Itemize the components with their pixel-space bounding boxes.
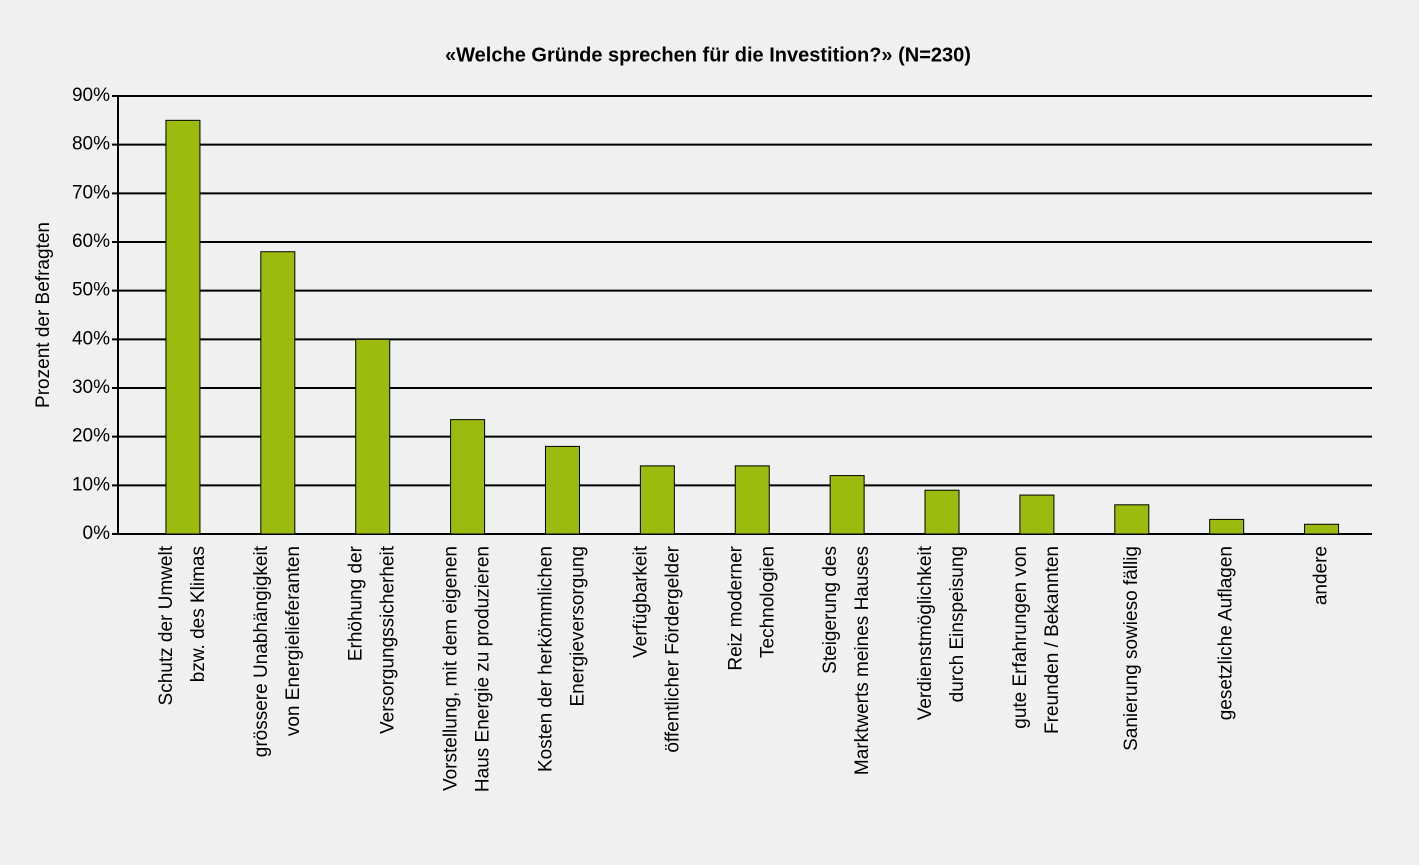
x-tick-label: gesetzliche Auflagen: [1216, 546, 1237, 720]
bar: [1209, 518, 1245, 535]
y-tick-label: 40%: [72, 328, 110, 349]
x-tick-label-line: andere: [1311, 546, 1332, 605]
x-tick-label-line: öffentlicher Fördergelder: [662, 545, 683, 752]
x-tick-label: Reiz moderner Technologien: [725, 545, 778, 670]
y-tick-label: 60%: [72, 231, 110, 252]
bar: [544, 445, 580, 535]
x-tick-label: gute Erfahrungen von Freunden / Bekannten: [1010, 546, 1063, 734]
y-axis-label: Prozent der Befragten: [33, 222, 54, 408]
x-tick-label-line: Haus Energie zu produzieren: [473, 546, 494, 792]
x-tick-label: Sanierung sowieso fällig: [1121, 546, 1142, 751]
y-tick-label: 50%: [72, 280, 110, 301]
bar: [355, 338, 391, 535]
bar: [260, 251, 296, 535]
chart-title: «Welche Gründe sprechen für die Investit…: [445, 44, 971, 66]
x-tick-label-line: gesetzliche Auflagen: [1216, 546, 1237, 720]
bar: [165, 119, 201, 535]
x-tick-label-line: Sanierung sowieso fällig: [1121, 546, 1142, 751]
x-tick-label: Schutz der Umwelt bzw. des Klimas: [156, 545, 209, 705]
x-tick-label-line: Versorgungssicherheit: [378, 545, 399, 734]
x-tick-label-line: Energieversorgung: [567, 546, 588, 707]
x-tick-label-line: bzw. des Klimas: [188, 546, 209, 682]
x-tick-label: Steigerung des Marktwerts meines Hauses: [820, 546, 873, 775]
x-tick-label-line: Kosten der herkömmlichen: [535, 546, 556, 772]
x-tick-label-line: Vorstellung, mit dem eigenen: [441, 546, 462, 791]
y-tick-label: 80%: [72, 134, 110, 155]
x-tick-label-line: durch Einspeisung: [947, 546, 968, 702]
y-tick-label: 90%: [72, 85, 110, 106]
y-tick-label: 70%: [72, 182, 110, 203]
y-tick-label: 20%: [72, 426, 110, 447]
x-tick-label-line: grössere Unabhängigkeit: [251, 545, 272, 757]
x-tick-label-line: gute Erfahrungen von: [1010, 546, 1031, 729]
bar: [1019, 494, 1055, 535]
x-tick-label: Vorstellung, mit dem eigenen Haus Energie…: [441, 546, 494, 792]
bar: [450, 419, 486, 535]
bar: [829, 475, 865, 535]
x-tick-label-line: Erhöhung der: [346, 545, 367, 661]
x-tick-label-line: Steigerung des: [820, 546, 841, 674]
x-tick-label-line: von Energielieferanten: [283, 546, 304, 736]
y-tick-label: 30%: [72, 377, 110, 398]
x-tick-label-line: Verdienstmöglichkeit: [915, 545, 936, 720]
bar: [639, 465, 675, 535]
x-tick-label: Kosten der herkömmlichen Energieversorgun…: [535, 546, 588, 772]
bar: [924, 489, 960, 535]
x-tick-label: Verdienstmöglichkeit durch Einspeisung: [915, 545, 968, 720]
x-tick-label-line: Marktwerts meines Hauses: [852, 546, 873, 775]
x-tick-label: andere: [1311, 546, 1332, 605]
x-tick-label-line: Schutz der Umwelt: [156, 545, 177, 705]
x-tick-label-line: Freunden / Bekannten: [1042, 546, 1063, 734]
x-tick-label: Verfügbarkeit öffentlicher Fördergelder: [630, 545, 683, 752]
y-tick-label: 0%: [83, 523, 111, 544]
bar: [1304, 523, 1340, 535]
x-tick-label-line: Verfügbarkeit: [630, 545, 651, 658]
x-tick-label: Erhöhung der Versorgungssicherheit: [346, 545, 399, 734]
y-tick-label: 10%: [72, 474, 110, 495]
bar: [1114, 504, 1150, 535]
x-tick-label-line: Reiz moderner: [725, 545, 746, 670]
bar: [734, 465, 770, 535]
x-tick-label: grössere Unabhängigkeit von Energieliefer…: [251, 545, 304, 757]
x-tick-label-line: Technologien: [757, 546, 778, 658]
